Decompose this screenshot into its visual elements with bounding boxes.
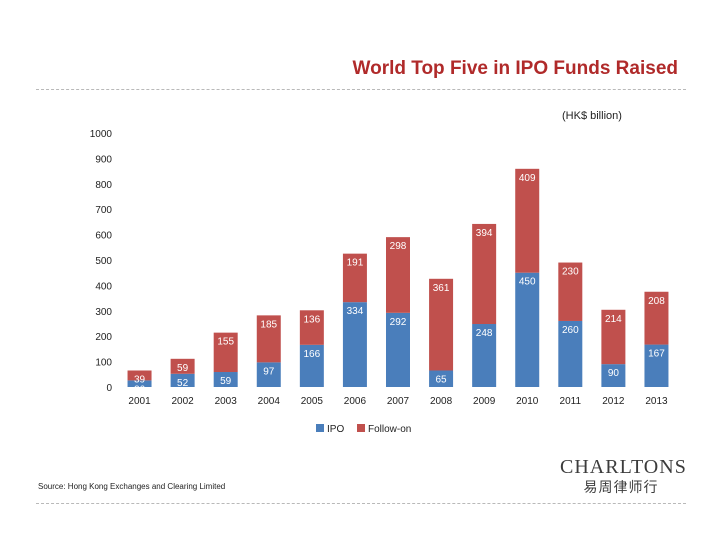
ipo-value-label: 450	[519, 277, 536, 288]
bar-ipo	[515, 272, 540, 387]
x-tick-label: 2002	[171, 396, 194, 407]
y-tick-label: 800	[95, 180, 112, 191]
follow-on-value-label: 191	[347, 258, 364, 269]
follow-on-value-label: 185	[260, 319, 277, 330]
follow-on-value-label: 136	[304, 314, 321, 325]
x-tick-label: 2013	[645, 396, 668, 407]
y-tick-label: 500	[95, 256, 112, 267]
y-tick-label: 0	[106, 383, 112, 394]
bar-ipo	[127, 380, 152, 387]
bar-follow-on	[170, 358, 195, 374]
unit-note: (HK$ billion)	[562, 110, 622, 122]
ipo-value-label: 167	[648, 349, 665, 360]
x-tick-label: 2008	[430, 396, 453, 407]
follow-on-value-label: 39	[134, 374, 146, 385]
bar-follow-on	[515, 168, 540, 273]
follow-on-value-label: 230	[562, 267, 579, 278]
bottom-divider	[36, 503, 686, 504]
follow-on-value-label: 208	[648, 296, 665, 307]
ipo-value-label: 248	[476, 328, 493, 339]
bar-ipo	[170, 373, 195, 387]
y-tick-label: 700	[95, 205, 112, 216]
bar-ipo	[386, 312, 410, 387]
ipo-value-label: 292	[390, 317, 407, 328]
y-tick-label: 300	[95, 307, 112, 318]
bar-follow-on	[429, 278, 454, 371]
follow-on-value-label: 409	[519, 173, 536, 184]
bar-ipo	[644, 344, 669, 387]
x-tick-label: 2005	[301, 396, 324, 407]
x-tick-label: 2011	[560, 396, 582, 407]
y-tick-label: 1000	[90, 129, 113, 140]
x-tick-label: 2004	[258, 396, 281, 407]
bar-follow-on	[472, 223, 497, 325]
ipo-value-label: 59	[220, 376, 232, 387]
source-note: Source: Hong Kong Exchanges and Clearing…	[38, 482, 226, 491]
x-tick-label: 2001	[128, 396, 151, 407]
bar-ipo	[256, 362, 281, 387]
follow-on-value-label: 214	[605, 314, 622, 325]
y-tick-label: 400	[95, 281, 112, 292]
follow-on-value-label: 394	[476, 228, 493, 239]
y-tick-label: 900	[95, 154, 112, 165]
top-divider	[36, 89, 686, 90]
follow-on-value-label: 361	[433, 283, 450, 294]
ipo-value-label: 260	[562, 325, 579, 336]
bar-follow-on	[558, 262, 583, 321]
y-tick-label: 100	[95, 358, 112, 369]
bar-ipo	[558, 320, 583, 387]
logo-wordmark: CHARLTONS	[560, 456, 687, 478]
bar-follow-on	[644, 291, 669, 345]
page-title: World Top Five in IPO Funds Raised	[352, 58, 679, 79]
x-tick-label: 2003	[215, 396, 238, 407]
x-tick-label: 2010	[516, 396, 539, 407]
x-tick-label: 2007	[387, 396, 410, 407]
legend-label-ipo: IPO	[327, 424, 344, 435]
ipo-value-label: 166	[304, 349, 321, 360]
legend-swatch-ipo	[316, 424, 324, 432]
y-tick-label: 200	[95, 332, 112, 343]
bar-ipo	[601, 364, 626, 387]
bar-ipo	[299, 344, 324, 387]
ipo-value-label: 90	[608, 368, 620, 379]
legend-swatch-follow-on	[357, 424, 365, 432]
bar-follow-on	[213, 332, 238, 373]
follow-on-value-label: 298	[390, 241, 407, 252]
bar-ipo	[213, 372, 238, 387]
bar-follow-on	[127, 370, 152, 381]
bar-follow-on	[256, 315, 281, 363]
ipo-value-label: 334	[347, 306, 364, 317]
follow-on-value-label: 59	[177, 363, 189, 374]
legend-label-follow-on: Follow-on	[368, 424, 411, 435]
bar-follow-on	[299, 310, 324, 345]
x-tick-label: 2009	[473, 396, 496, 407]
ipo-value-label: 52	[177, 378, 189, 389]
bar-ipo	[342, 302, 367, 387]
bar-follow-on	[342, 253, 367, 303]
ipo-value-label: 26	[134, 384, 146, 395]
bar-ipo	[429, 370, 454, 387]
bar-ipo	[472, 324, 497, 387]
ipo-value-label: 65	[436, 374, 448, 385]
charltons-logo: CHARLTONS 易周律师行	[560, 456, 687, 498]
bar-follow-on	[601, 309, 626, 365]
ipo-value-label: 97	[263, 366, 275, 377]
follow-on-value-label: 155	[217, 337, 234, 348]
bar-follow-on	[386, 237, 410, 313]
x-tick-label: 2006	[344, 396, 367, 407]
y-tick-label: 600	[95, 231, 112, 242]
logo-chinese-name: 易周律师行	[583, 480, 659, 496]
x-tick-label: 2012	[602, 396, 625, 407]
